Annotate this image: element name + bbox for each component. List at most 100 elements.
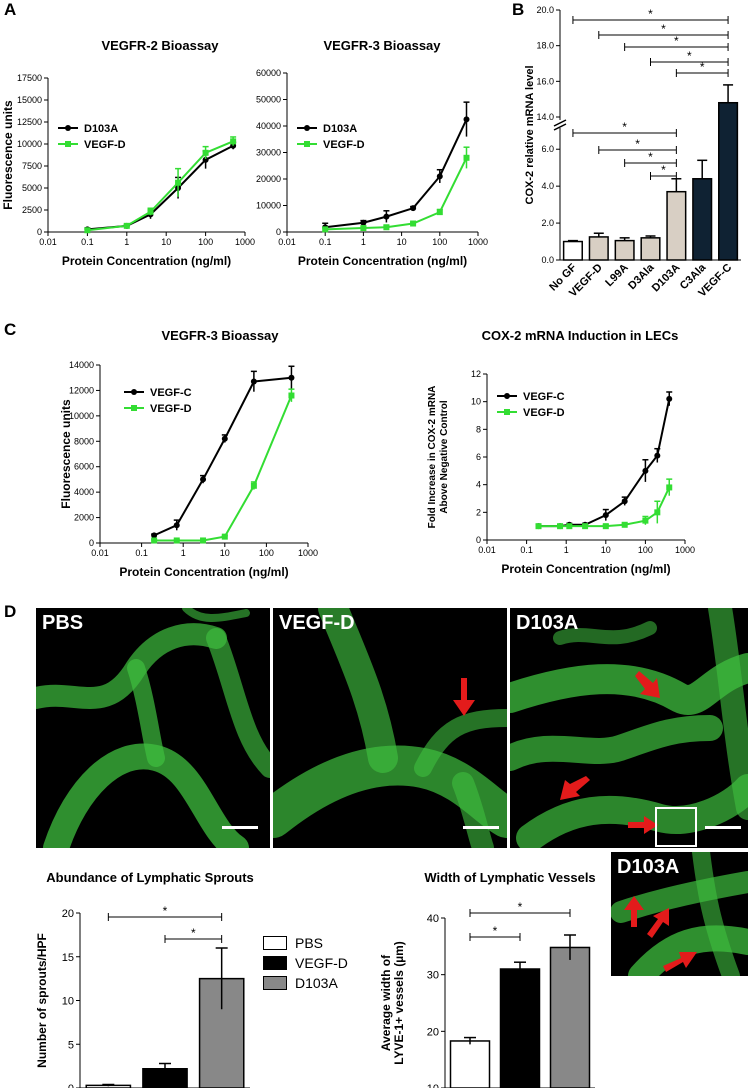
x-tick-label: 0.1 xyxy=(81,237,94,247)
data-point xyxy=(666,484,673,491)
legend-marker xyxy=(65,141,71,147)
legend-label: VEGF-D xyxy=(295,955,348,971)
data-point xyxy=(602,512,609,519)
data-point xyxy=(250,378,257,385)
panel-label-c: C xyxy=(4,320,17,339)
series-line xyxy=(325,157,468,231)
micrograph-d103a: D103A xyxy=(510,608,748,848)
y-tick-label: 16.0 xyxy=(536,76,554,86)
data-point xyxy=(360,219,367,226)
micrograph-label-pbs: PBS xyxy=(42,612,84,634)
data-point xyxy=(666,395,673,402)
data-point xyxy=(175,179,182,186)
y-tick-label: 5000 xyxy=(22,183,42,193)
y-tick-label: 10 xyxy=(471,397,481,407)
bar xyxy=(666,190,687,261)
panel-label-b: B xyxy=(512,0,525,19)
data-point xyxy=(566,523,573,530)
y-tick-label: 4.0 xyxy=(541,181,554,191)
legend-d: PBS VEGF-D D103A xyxy=(263,933,363,993)
legend-marker xyxy=(504,393,510,399)
x-tick-label: 10 xyxy=(601,545,611,555)
x-tick-label: 0.1 xyxy=(135,548,148,558)
bar xyxy=(614,239,635,261)
arrow-icons xyxy=(560,671,660,834)
bar xyxy=(640,237,661,261)
legend-swatch xyxy=(263,956,287,970)
data-point xyxy=(250,482,257,489)
significance-star: * xyxy=(648,7,653,21)
y-tick-label: 0 xyxy=(476,535,481,545)
x-tick-label: 100 xyxy=(432,237,447,247)
data-point xyxy=(642,467,649,474)
y-tick-label: 5 xyxy=(68,1039,74,1051)
x-axis-label: Protein Concentration (ng/ml) xyxy=(62,254,231,268)
y-tick-label: 10000 xyxy=(256,201,281,211)
x-axis-label: Protein Concentration (ng/ml) xyxy=(298,254,467,268)
bar xyxy=(562,240,583,261)
data-point xyxy=(147,208,154,215)
significance-star: * xyxy=(518,900,523,914)
chart-c2: 0.01 0.1 1 10 100 1000 0 2 4 6 8 10 12 Protein Concen… xyxy=(427,369,695,576)
y-tick-label: 14.0 xyxy=(536,112,554,122)
y-tick-label: 0.0 xyxy=(541,255,554,265)
x-tick-label: 100 xyxy=(198,237,213,247)
x-tick-label: 0.01 xyxy=(478,545,496,555)
data-point xyxy=(84,227,91,234)
inset-vessels xyxy=(611,852,748,976)
data-point xyxy=(173,522,180,529)
micrograph-label-vegf-d: VEGF-D xyxy=(279,612,355,634)
y-tick-label: 10 xyxy=(62,996,74,1008)
inset-box xyxy=(655,807,697,847)
data-point xyxy=(602,523,609,530)
significance-star: * xyxy=(674,34,679,48)
x-tick-label: 1000 xyxy=(675,545,695,555)
y-tick-label: 20.0 xyxy=(536,5,554,15)
y-axis-label: Fluorescence units xyxy=(1,100,15,210)
x-tick-label: 0.01 xyxy=(91,548,109,558)
data-point xyxy=(288,392,295,399)
y-tick-label: 7500 xyxy=(22,161,42,171)
x-tick-label: 10 xyxy=(161,237,171,247)
data-point xyxy=(221,435,228,442)
scale-bar xyxy=(705,826,741,829)
y-axis-label: Fold Increase in COX-2 mRNA xyxy=(427,386,438,529)
data-point xyxy=(123,222,130,229)
y-tick-label: 0 xyxy=(89,538,94,548)
x-tick-label: 1 xyxy=(124,237,129,247)
legend-marker xyxy=(131,389,137,395)
legend-swatch xyxy=(263,976,287,990)
x-tick-label: 1000 xyxy=(235,237,255,247)
y-tick-label: 2.0 xyxy=(541,218,554,228)
data-point xyxy=(322,226,329,233)
y-tick-label: 6000 xyxy=(74,462,94,472)
y-tick-label: 40 xyxy=(427,913,439,925)
legend-label: VEGF-C xyxy=(150,387,192,399)
data-point xyxy=(535,523,542,530)
legend-label: D103A xyxy=(295,975,338,991)
micrograph-pbs: PBS xyxy=(36,608,270,848)
chart-c1-title: VEGFR-3 Bioassay xyxy=(161,328,279,343)
data-point xyxy=(151,532,158,539)
legend-label: VEGF-D xyxy=(150,403,192,415)
x-tick-label: 0.1 xyxy=(520,545,533,555)
data-point xyxy=(200,537,207,544)
panel-label-d: D xyxy=(4,602,17,621)
chart-d1: 0 5 10 15 20 Number of sprouts/HPF * * xyxy=(35,904,250,1088)
y-axis-label: Above Negative Control xyxy=(439,400,450,514)
x-tick-label: 1000 xyxy=(298,548,318,558)
data-point xyxy=(410,205,417,212)
panel-label-a: A xyxy=(4,0,17,19)
chart-c1: 0.01 0.1 1 10 100 100002000400060008000100001… xyxy=(59,360,318,579)
y-tick-label: 6.0 xyxy=(541,144,554,154)
y-tick-label: 10000 xyxy=(69,411,94,421)
y-tick-label: 8 xyxy=(476,424,481,434)
x-tick-label: D103A xyxy=(650,262,683,295)
bar xyxy=(499,968,541,1088)
series-line xyxy=(153,376,292,537)
x-tick-label: 0.01 xyxy=(39,237,57,247)
legend-item: D103A xyxy=(263,973,363,993)
data-point xyxy=(230,138,237,145)
data-point xyxy=(221,533,228,540)
data-point xyxy=(557,523,564,530)
